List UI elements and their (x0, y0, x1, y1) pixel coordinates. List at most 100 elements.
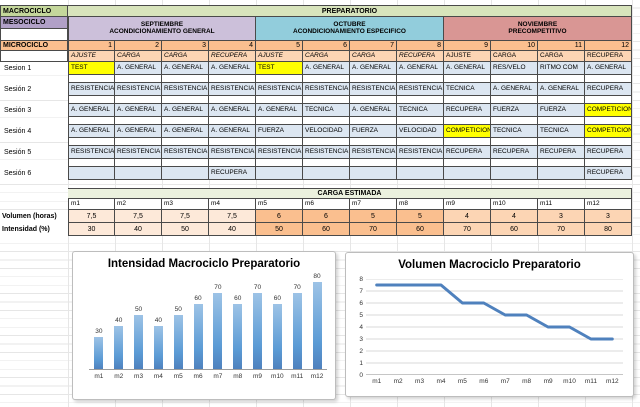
volumen-value-cell[interactable]: 3 (538, 210, 585, 223)
separator-cell[interactable] (350, 96, 397, 104)
week-type-cell[interactable]: CARGA (491, 51, 538, 62)
session-cell[interactable]: A. GENERAL (209, 125, 256, 138)
session-label[interactable]: Sesión 4 (0, 125, 68, 138)
separator-cell[interactable] (162, 75, 209, 83)
separator-cell[interactable] (444, 96, 491, 104)
session-cell[interactable]: RESISTENCIA (397, 146, 444, 159)
session-cell[interactable]: COMPETICION (444, 125, 491, 138)
session-cell[interactable]: RECUPERA (444, 104, 491, 117)
session-cell[interactable]: VELOCIDAD (303, 125, 350, 138)
session-cell[interactable]: A. GENERAL (350, 62, 397, 75)
session-cell[interactable]: A. GENERAL (209, 62, 256, 75)
carga-estimada-title[interactable]: CARGA ESTIMADA (68, 188, 632, 199)
separator-cell[interactable] (585, 117, 632, 125)
session-cell[interactable]: RESISTENCIA (68, 146, 115, 159)
month-header-cell[interactable]: m5 (256, 199, 303, 210)
session-cell[interactable]: VELOCIDAD (397, 125, 444, 138)
volumen-value-cell[interactable]: 3 (585, 210, 632, 223)
week-type-cell[interactable]: AJUSTE (256, 51, 303, 62)
microciclo-number[interactable]: 4 (209, 41, 256, 51)
microciclo-number[interactable]: 2 (115, 41, 162, 51)
week-type-cell[interactable]: CARGA (162, 51, 209, 62)
separator-cell[interactable] (68, 138, 115, 146)
separator-cell[interactable] (538, 96, 585, 104)
volume-chart[interactable]: Volumen Macrociclo Preparatorio 0 1 2 3 4 5 6 7… (345, 252, 634, 397)
separator-cell[interactable] (491, 96, 538, 104)
session-cell[interactable]: A. GENERAL (115, 125, 162, 138)
separator-cell[interactable] (350, 159, 397, 167)
session-cell[interactable]: A. GENERAL (350, 104, 397, 117)
separator-cell[interactable] (68, 117, 115, 125)
volumen-value-cell[interactable]: 7,5 (68, 210, 115, 223)
session-cell[interactable] (303, 167, 350, 180)
intensidad-value-cell[interactable]: 70 (444, 223, 491, 236)
week-type-cell[interactable]: RECUPERA (209, 51, 256, 62)
microciclo-number[interactable]: 1 (68, 41, 115, 51)
intensidad-value-cell[interactable]: 80 (585, 223, 632, 236)
separator-cell[interactable] (162, 96, 209, 104)
separator-cell[interactable] (256, 75, 303, 83)
separator-cell[interactable] (303, 96, 350, 104)
intensidad-value-cell[interactable]: 50 (162, 223, 209, 236)
session-cell[interactable] (444, 167, 491, 180)
separator-cell[interactable] (538, 159, 585, 167)
volumen-row-label[interactable]: Volumen (horas) (0, 210, 68, 223)
month-header-cell[interactable]: m11 (538, 199, 585, 210)
session-cell[interactable]: FUERZA (491, 104, 538, 117)
session-cell[interactable]: FUERZA (538, 104, 585, 117)
session-cell[interactable]: A. GENERAL (162, 125, 209, 138)
microciclo-number[interactable]: 3 (162, 41, 209, 51)
session-cell[interactable]: A. GENERAL (303, 62, 350, 75)
session-cell[interactable] (115, 167, 162, 180)
month-header-cell[interactable]: m7 (350, 199, 397, 210)
session-cell[interactable] (68, 167, 115, 180)
week-type-cell[interactable]: RECUPERA (585, 51, 632, 62)
session-cell[interactable]: RESISTENCIA (350, 83, 397, 96)
session-cell[interactable]: RECUPERA (585, 146, 632, 159)
microciclo-number[interactable]: 6 (303, 41, 350, 51)
separator-cell[interactable] (444, 75, 491, 83)
session-cell[interactable]: A. GENERAL (115, 62, 162, 75)
session-cell[interactable]: RESISTENCIA (256, 146, 303, 159)
separator-cell[interactable] (115, 75, 162, 83)
month-header-cell[interactable]: m2 (115, 199, 162, 210)
session-cell[interactable]: TEST (68, 62, 115, 75)
separator-cell[interactable] (491, 138, 538, 146)
session-cell[interactable]: TEST (256, 62, 303, 75)
separator-cell[interactable] (303, 159, 350, 167)
session-cell[interactable]: RECUPERA (491, 146, 538, 159)
session-cell[interactable]: A. GENERAL (68, 125, 115, 138)
intensidad-value-cell[interactable]: 50 (256, 223, 303, 236)
microciclo-label[interactable]: MICROCICLO (0, 41, 68, 51)
session-cell[interactable]: RESISTENCIA (162, 146, 209, 159)
session-cell[interactable]: TECNICA (538, 125, 585, 138)
separator-cell[interactable] (350, 117, 397, 125)
separator-cell[interactable] (538, 75, 585, 83)
separator-cell[interactable] (397, 138, 444, 146)
session-cell[interactable]: COMPETICION (585, 125, 632, 138)
volumen-value-cell[interactable]: 5 (397, 210, 444, 223)
session-cell[interactable]: A. GENERAL (444, 62, 491, 75)
session-cell[interactable]: A. GENERAL (491, 83, 538, 96)
intensidad-value-cell[interactable]: 60 (491, 223, 538, 236)
session-cell[interactable]: TECNICA (303, 104, 350, 117)
empty-cell[interactable] (0, 29, 68, 41)
session-label[interactable]: Sesión 6 (0, 167, 68, 180)
session-cell[interactable]: A. GENERAL (585, 62, 632, 75)
session-cell[interactable]: RECUPERA (538, 146, 585, 159)
separator-cell[interactable] (209, 159, 256, 167)
separator-cell[interactable] (68, 159, 115, 167)
microciclo-number[interactable]: 8 (397, 41, 444, 51)
separator-cell[interactable] (68, 96, 115, 104)
microciclo-number[interactable]: 5 (256, 41, 303, 51)
session-cell[interactable] (350, 167, 397, 180)
separator-cell[interactable] (303, 138, 350, 146)
microciclo-number[interactable]: 10 (491, 41, 538, 51)
session-cell[interactable]: RESISTENCIA (162, 83, 209, 96)
separator-cell[interactable] (397, 75, 444, 83)
volumen-value-cell[interactable]: 6 (303, 210, 350, 223)
month-header-cell[interactable]: m4 (209, 199, 256, 210)
intensidad-value-cell[interactable]: 70 (538, 223, 585, 236)
separator-cell[interactable] (209, 117, 256, 125)
separator-cell[interactable] (162, 138, 209, 146)
